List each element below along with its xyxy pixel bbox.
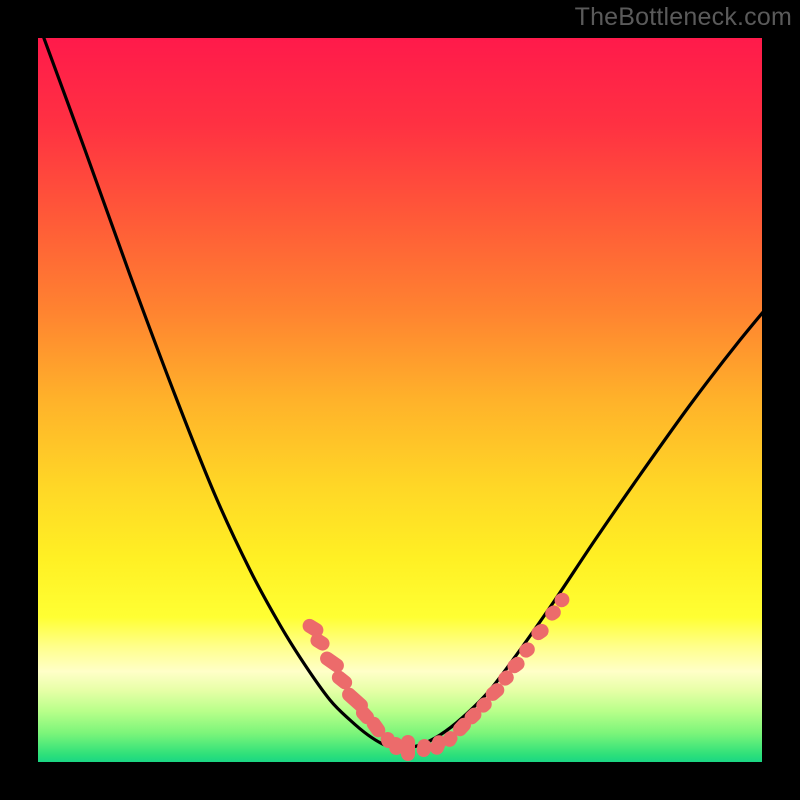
bottleneck-chart bbox=[0, 0, 800, 800]
curve-marker-bottom-2 bbox=[401, 735, 415, 761]
plot-gradient-rect bbox=[38, 38, 762, 762]
chart-stage: TheBottleneck.com bbox=[0, 0, 800, 800]
